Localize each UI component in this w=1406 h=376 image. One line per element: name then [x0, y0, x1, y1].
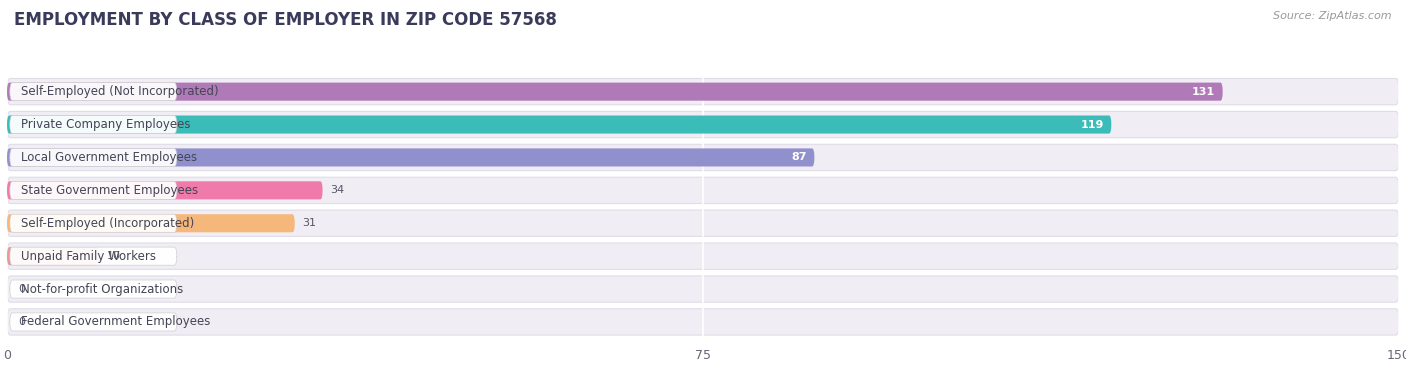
Text: Unpaid Family Workers: Unpaid Family Workers [21, 250, 156, 263]
Text: Self-Employed (Incorporated): Self-Employed (Incorporated) [21, 217, 194, 230]
FancyBboxPatch shape [7, 210, 1399, 237]
FancyBboxPatch shape [7, 214, 295, 232]
FancyBboxPatch shape [10, 313, 177, 331]
FancyBboxPatch shape [7, 177, 1399, 203]
Text: 131: 131 [1192, 86, 1215, 97]
FancyBboxPatch shape [10, 83, 177, 101]
Text: 10: 10 [107, 251, 121, 261]
FancyBboxPatch shape [7, 83, 1223, 101]
FancyBboxPatch shape [10, 115, 177, 133]
Text: Private Company Employees: Private Company Employees [21, 118, 190, 131]
FancyBboxPatch shape [10, 149, 177, 167]
FancyBboxPatch shape [7, 276, 1399, 302]
Text: EMPLOYMENT BY CLASS OF EMPLOYER IN ZIP CODE 57568: EMPLOYMENT BY CLASS OF EMPLOYER IN ZIP C… [14, 11, 557, 29]
FancyBboxPatch shape [7, 111, 1399, 138]
Text: Self-Employed (Not Incorporated): Self-Employed (Not Incorporated) [21, 85, 218, 98]
Text: 0: 0 [18, 284, 25, 294]
Text: Source: ZipAtlas.com: Source: ZipAtlas.com [1274, 11, 1392, 21]
FancyBboxPatch shape [7, 115, 1111, 133]
FancyBboxPatch shape [7, 79, 1399, 105]
Text: 87: 87 [792, 152, 807, 162]
Text: 34: 34 [330, 185, 344, 196]
Text: State Government Employees: State Government Employees [21, 184, 198, 197]
Text: Not-for-profit Organizations: Not-for-profit Organizations [21, 282, 183, 296]
Text: Local Government Employees: Local Government Employees [21, 151, 197, 164]
FancyBboxPatch shape [10, 280, 177, 298]
FancyBboxPatch shape [7, 181, 322, 199]
FancyBboxPatch shape [10, 214, 177, 232]
FancyBboxPatch shape [7, 309, 1399, 335]
FancyBboxPatch shape [10, 247, 177, 265]
FancyBboxPatch shape [7, 149, 814, 167]
FancyBboxPatch shape [10, 181, 177, 199]
Text: Federal Government Employees: Federal Government Employees [21, 315, 211, 329]
Text: 119: 119 [1080, 120, 1104, 130]
Text: 31: 31 [302, 218, 316, 228]
Text: 0: 0 [18, 317, 25, 327]
FancyBboxPatch shape [7, 144, 1399, 171]
FancyBboxPatch shape [7, 243, 1399, 269]
FancyBboxPatch shape [7, 247, 100, 265]
